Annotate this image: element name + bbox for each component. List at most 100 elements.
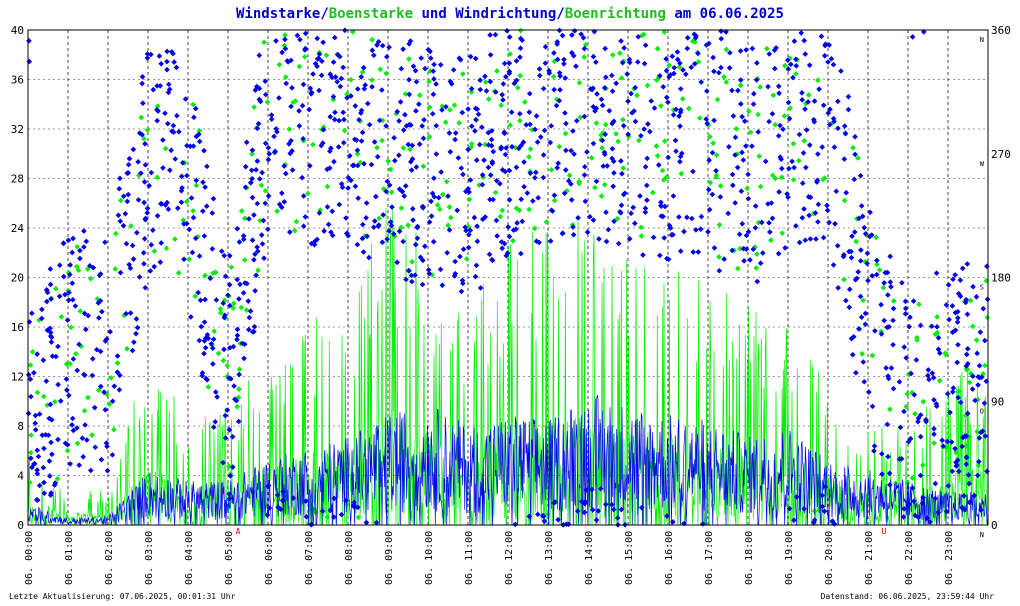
wind-direction-point <box>562 110 568 116</box>
wind-direction-point <box>857 258 864 264</box>
wind-direction-point <box>213 297 220 303</box>
gust-direction-point <box>202 272 208 279</box>
wind-direction-point <box>822 483 829 490</box>
gust-direction-point <box>305 190 311 197</box>
wind-direction-point <box>231 383 237 389</box>
wind-direction-point <box>46 473 53 479</box>
gust-direction-point <box>341 127 348 134</box>
wind-direction-point <box>306 162 313 169</box>
wind-direction-point <box>361 160 367 167</box>
wind-direction-point <box>234 336 240 343</box>
y-right-tick-label: 180 <box>991 272 1011 285</box>
wind-direction-point <box>246 216 252 222</box>
wind-direction-point <box>584 149 590 155</box>
gust-direction-point <box>224 373 230 380</box>
wind-direction-point <box>824 202 830 209</box>
wind-direction-point <box>608 501 615 508</box>
wind-direction-point <box>234 332 241 339</box>
wind-direction-point <box>289 148 295 154</box>
gust-direction-point <box>820 176 826 183</box>
gust-direction-point <box>52 399 58 405</box>
wind-direction-point <box>562 75 569 81</box>
gust-direction-point <box>243 307 250 313</box>
wind-direction-point <box>245 298 252 304</box>
gust-direction-point <box>614 215 621 222</box>
wind-direction-point <box>698 213 705 220</box>
wind-direction-point <box>856 326 862 332</box>
wind-direction-point <box>859 213 866 220</box>
wind-direction-point <box>426 219 433 225</box>
wind-direction-point <box>396 186 403 192</box>
wind-direction-point <box>740 157 747 163</box>
gust-direction-point <box>841 197 848 204</box>
gust-direction-point <box>576 79 583 86</box>
wind-direction-point <box>97 348 104 355</box>
wind-direction-point <box>541 518 548 524</box>
wind-direction-point <box>457 253 463 260</box>
gust-direction-point <box>217 306 224 312</box>
gust-direction-point <box>426 78 432 85</box>
x-tick-label: 06. 13:00 <box>544 531 555 585</box>
gust-direction-point <box>323 52 330 58</box>
wind-direction-point <box>498 239 505 245</box>
gust-direction-point <box>215 350 222 357</box>
wind-direction-point <box>518 250 524 257</box>
wind-direction-point <box>66 271 73 278</box>
gust-direction-point <box>592 184 598 191</box>
wind-direction-point <box>321 228 327 234</box>
wind-direction-point <box>236 371 242 378</box>
wind-direction-point <box>359 235 366 242</box>
axes: 04812162024283236400N90O180S270W360N06. … <box>11 24 1011 585</box>
wind-direction-point <box>34 447 41 454</box>
wind-direction-point <box>212 419 219 425</box>
wind-direction-point <box>858 247 864 253</box>
wind-direction-point <box>190 143 197 149</box>
wind-direction-point <box>81 310 88 317</box>
wind-direction-point <box>956 468 962 475</box>
wind-direction-point <box>184 172 190 179</box>
compass-label: S <box>980 284 984 292</box>
wind-direction-point <box>718 64 724 71</box>
y-left-tick-label: 16 <box>11 321 24 334</box>
wind-direction-point <box>477 77 483 84</box>
gust-direction-point <box>880 284 887 291</box>
wind-direction-point <box>379 87 385 93</box>
gust-direction-point <box>40 393 47 400</box>
wind-direction-point <box>150 227 156 233</box>
gust-direction-point <box>855 155 861 161</box>
wind-direction-point <box>676 214 682 220</box>
wind-direction-point <box>745 228 752 235</box>
wind-direction-point <box>581 113 588 120</box>
wind-direction-point <box>514 220 520 226</box>
wind-direction-point <box>340 64 346 71</box>
wind-direction-point <box>460 246 467 253</box>
wind-direction-point <box>785 66 792 72</box>
wind-direction-point <box>631 220 638 227</box>
wind-direction-point <box>555 516 561 523</box>
wind-direction-point <box>262 140 269 147</box>
gust-direction-point <box>217 310 224 316</box>
wind-direction-point <box>551 50 557 56</box>
wind-direction-point <box>218 248 225 255</box>
wind-direction-point <box>561 190 568 197</box>
wind-direction-point <box>360 64 367 71</box>
gust-direction-point <box>183 198 190 205</box>
wind-direction-point <box>56 293 63 300</box>
wind-direction-point <box>981 400 988 406</box>
y-left-tick-label: 0 <box>17 519 24 532</box>
wind-direction-point <box>570 128 576 134</box>
wind-direction-point <box>979 428 986 434</box>
wind-direction-point <box>331 158 337 165</box>
wind-direction-point <box>402 111 408 118</box>
wind-direction-point <box>356 117 362 123</box>
wind-direction-point <box>972 397 978 404</box>
wind-direction-point <box>917 412 924 418</box>
gust-direction-point <box>617 50 623 56</box>
wind-direction-point <box>55 381 61 388</box>
gust-direction-point <box>618 75 625 81</box>
wind-direction-point <box>134 324 141 331</box>
gust-direction-point <box>507 122 514 128</box>
wind-direction-point <box>222 412 229 419</box>
x-tick-label: 06. 08:00 <box>344 531 355 585</box>
wind-direction-point <box>98 456 105 463</box>
